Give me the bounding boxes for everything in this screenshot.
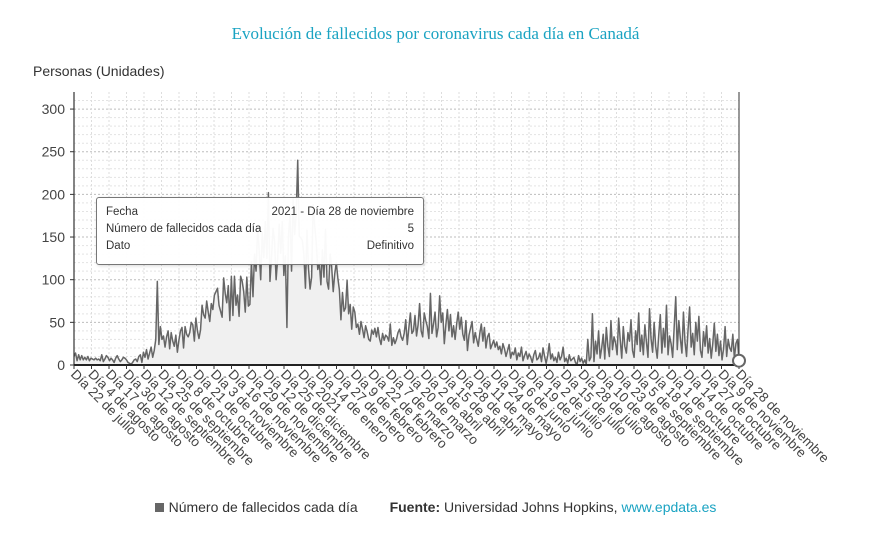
y-tick-label: 100 bbox=[42, 272, 66, 288]
y-axis-ticks: 0 50 100 150 200 250 300 bbox=[42, 101, 74, 373]
y-tick-label: 300 bbox=[42, 101, 66, 117]
tooltip-row-status: Dato Definitivo bbox=[106, 240, 414, 256]
y-tick-label: 150 bbox=[42, 229, 66, 245]
tooltip-deaths-key: Número de fallecidos cada día bbox=[106, 223, 262, 235]
tooltip-deaths-value: 5 bbox=[407, 223, 414, 235]
tooltip-row-deaths: Número de fallecidos cada día 5 bbox=[106, 223, 414, 239]
hover-marker-layer bbox=[732, 353, 746, 368]
source-label: Fuente: bbox=[389, 499, 441, 515]
y-axis-label: Personas (Unidades) bbox=[33, 63, 165, 79]
legend-swatch-icon bbox=[154, 503, 164, 512]
chart-footer: Número de fallecidos cada día Fuente: Un… bbox=[0, 499, 871, 515]
legend-item[interactable]: Número de fallecidos cada día bbox=[154, 499, 358, 515]
hover-marker[interactable] bbox=[732, 353, 746, 368]
source-link[interactable]: www.epdata.es bbox=[621, 499, 717, 515]
series-line[interactable] bbox=[73, 159, 740, 366]
tooltip-status-key: Dato bbox=[106, 240, 131, 252]
source-text: Universidad Johns Hopkins, bbox=[444, 499, 618, 515]
chart-title: Evolución de fallecidos por coronavirus … bbox=[231, 24, 640, 43]
y-tick-label: 250 bbox=[42, 144, 66, 160]
y-tick-label: 0 bbox=[57, 357, 65, 373]
tooltip-date-value: 2021 - Día 28 de noviembre bbox=[271, 206, 414, 218]
y-tick-label: 200 bbox=[42, 186, 66, 202]
tooltip-status-value: Definitivo bbox=[366, 240, 414, 252]
series-area-fill bbox=[74, 160, 739, 365]
series-area bbox=[73, 159, 740, 366]
legend-label: Número de fallecidos cada día bbox=[168, 499, 358, 515]
tooltip-date-key: Fecha bbox=[106, 206, 138, 218]
tooltip: Fecha 2021 - Día 28 de noviembre Número … bbox=[96, 197, 424, 265]
y-tick-label: 50 bbox=[49, 314, 65, 330]
tooltip-row-date: Fecha 2021 - Día 28 de noviembre bbox=[106, 206, 414, 222]
